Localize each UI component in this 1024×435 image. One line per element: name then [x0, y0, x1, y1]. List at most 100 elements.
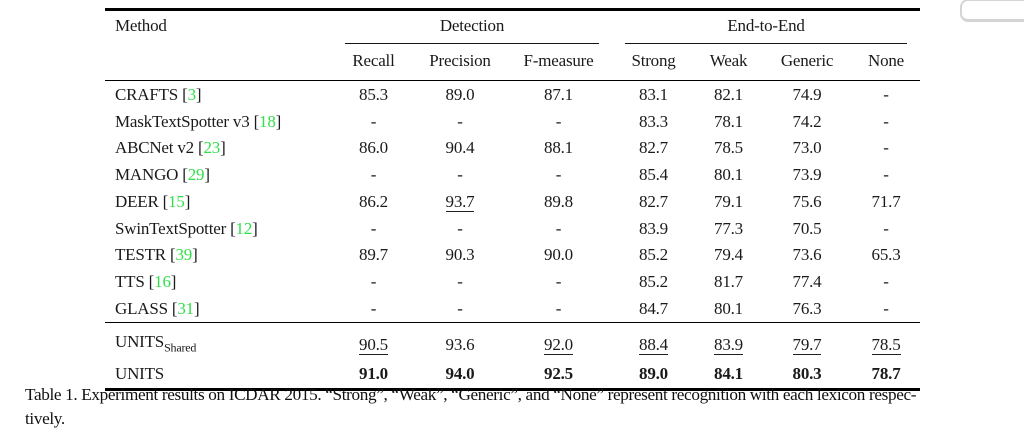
underlined-value: 92.0 — [544, 335, 573, 356]
table-row: MaskTextSpotter v3 [18] - - - 83.3 78.1 74.2 - — [105, 109, 920, 136]
value-cell: 84.1 — [714, 364, 743, 384]
table-row: SwinTextSpotter [12] - - - 83.9 77.3 70.5 - — [105, 216, 920, 243]
value-cell: 78.7 — [871, 364, 901, 384]
table-body-units: UNITSShared 90.5 93.6 92.0 88.4 83.9 79.7 78.5 U… — [105, 322, 921, 390]
value-cell: 88.4 — [612, 323, 695, 362]
value-cell: 78.1 — [714, 111, 743, 131]
underlined-value: 78.5 — [871, 335, 901, 356]
value-cell: 73.9 — [792, 165, 822, 185]
table-caption: Table 1. Experiment results on ICDAR 201… — [25, 383, 1003, 431]
method-cell: GLASS [31] — [115, 298, 200, 318]
method-cell: SwinTextSpotter [12] — [115, 218, 258, 238]
value-cell: - — [457, 111, 463, 131]
value-cell: 84.7 — [639, 298, 668, 318]
value-cell: 82.7 — [639, 191, 668, 211]
col-header-strong: Strong — [631, 51, 676, 70]
value-cell: 82.1 — [714, 85, 743, 104]
value-cell: 90.3 — [445, 245, 475, 265]
value-cell: - — [883, 85, 889, 104]
clipped-ui-panel — [960, 0, 1024, 22]
citation-link[interactable]: 31 — [177, 298, 194, 318]
group-header-end-to-end-label: End-to-End — [625, 16, 908, 44]
value-cell: 93.6 — [445, 335, 475, 355]
results-table: Method Detection End-to-End Recall Preci… — [105, 8, 921, 392]
col-header-recall: Recall — [352, 51, 395, 70]
col-header-generic: Generic — [780, 51, 834, 70]
value-cell: 86.0 — [359, 138, 388, 158]
underlined-value: 90.5 — [359, 335, 388, 356]
value-cell: 80.1 — [714, 298, 743, 318]
value-cell: - — [370, 111, 377, 131]
method-name: GLASS — [115, 298, 168, 318]
value-cell: 85.3 — [359, 85, 388, 104]
method-name: DEER — [115, 191, 159, 211]
value-cell: 86.2 — [359, 191, 388, 211]
citation-link[interactable]: 29 — [187, 165, 205, 185]
citation-link[interactable]: 23 — [203, 138, 221, 158]
value-cell: - — [370, 271, 377, 291]
value-cell: - — [883, 218, 889, 238]
value-cell: 71.7 — [871, 191, 901, 211]
value-cell: 77.4 — [792, 271, 822, 291]
method-name: MaskTextSpotter v3 — [115, 111, 250, 131]
value-cell: 89.8 — [544, 191, 573, 211]
method-cell: DEER [15] — [115, 191, 191, 211]
table-caption-line2: tively. — [25, 409, 65, 428]
citation-link[interactable]: 12 — [235, 218, 253, 238]
method-cell: ABCNet v2 [23] — [115, 138, 226, 158]
citation-link[interactable]: 39 — [175, 245, 193, 265]
value-cell: - — [370, 218, 377, 238]
value-cell: 81.7 — [714, 271, 743, 291]
table-row: GLASS [31] - - - 84.7 80.1 76.3 - — [105, 296, 920, 323]
underlined-value: 83.9 — [714, 335, 743, 356]
group-header-detection-label: Detection — [345, 16, 600, 44]
citation-link[interactable]: 18 — [259, 111, 276, 131]
citation-link[interactable]: 15 — [168, 191, 185, 211]
method-cell: UNITSShared — [105, 323, 332, 362]
value-cell: 85.2 — [639, 271, 668, 291]
value-cell: 83.9 — [639, 218, 668, 238]
value-cell: - — [883, 271, 889, 291]
value-cell: 93.7 — [415, 189, 505, 216]
col-header-weak: Weak — [709, 51, 748, 70]
group-header-end-to-end: End-to-End — [612, 10, 920, 46]
value-cell: 73.6 — [792, 245, 822, 265]
value-cell: 83.1 — [639, 85, 668, 104]
method-name: TESTR — [115, 245, 166, 265]
method-name: UNITS — [115, 332, 165, 352]
value-cell: 88.1 — [544, 138, 573, 158]
value-cell: - — [555, 218, 562, 238]
method-cell: UNITS — [105, 361, 332, 389]
method-name: SwinTextSpotter — [115, 218, 227, 238]
value-cell: 83.9 — [695, 323, 762, 362]
table-row: TESTR [39] 89.7 90.3 90.0 85.2 79.4 73.6 65.3 — [105, 242, 920, 269]
col-header-method: Method — [115, 16, 167, 35]
value-cell: - — [370, 298, 377, 318]
citation-link[interactable]: 16 — [154, 271, 171, 291]
value-cell: 92.5 — [544, 364, 573, 384]
method-subscript: Shared — [164, 340, 197, 355]
col-header-precision: Precision — [429, 51, 491, 70]
value-cell: - — [555, 298, 562, 318]
col-header-none: None — [868, 51, 905, 70]
value-cell: 80.1 — [714, 165, 743, 185]
method-name: CRAFTS — [115, 85, 179, 104]
value-cell: 80.3 — [792, 364, 822, 384]
value-cell: 94.0 — [445, 364, 475, 384]
value-cell: 89.0 — [445, 85, 475, 104]
citation-link[interactable]: 3 — [187, 85, 197, 104]
value-cell: - — [883, 111, 889, 131]
value-cell: 73.0 — [792, 138, 822, 158]
value-cell: 90.0 — [544, 245, 573, 265]
value-cell: 91.0 — [359, 364, 388, 384]
value-cell: - — [555, 111, 562, 131]
value-cell: - — [457, 298, 463, 318]
method-cell: TTS [16] — [115, 271, 177, 291]
value-cell: - — [883, 298, 889, 318]
value-cell: 79.4 — [714, 245, 743, 265]
value-cell: 77.3 — [714, 218, 743, 238]
table-row: UNITSShared 90.5 93.6 92.0 88.4 83.9 79.7 78.5 — [105, 323, 920, 362]
table-row: DEER [15] 86.2 93.7 89.8 82.7 79.1 75.6 71.7 — [105, 189, 920, 216]
value-cell: 82.7 — [639, 138, 668, 158]
